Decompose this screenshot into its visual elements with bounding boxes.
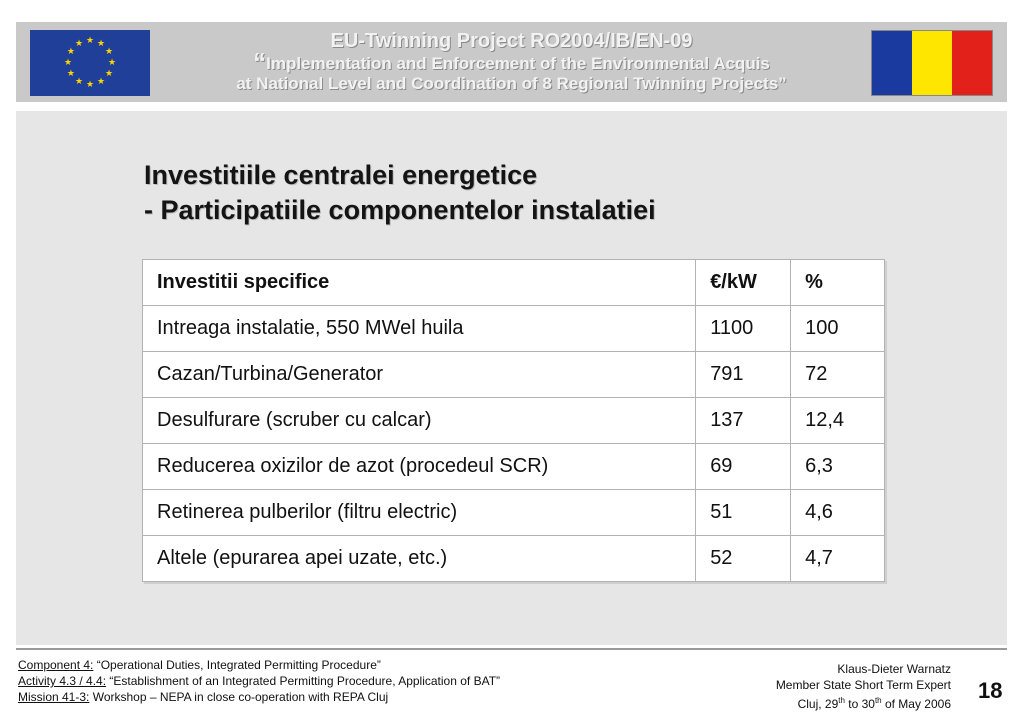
flag-stripe-blue (872, 31, 912, 95)
cell-eur-per-kw: 52 (695, 535, 792, 582)
component-label: Component 4: (18, 658, 94, 672)
eu-star-icon: ★ (66, 46, 75, 56)
cell-percent: 4,7 (790, 535, 885, 582)
slide-title-line1: Investitiile centralei energetice (144, 160, 538, 190)
author-name: Klaus-Dieter Warnatz (837, 662, 951, 676)
table-row: Desulfurare (scruber cu calcar) 137 12,4 (141, 397, 885, 444)
eu-star-icon: ★ (66, 68, 75, 78)
eu-star-icon: ★ (105, 46, 114, 56)
activity-text: “Establishment of an Integrated Permitti… (106, 674, 501, 688)
table-row: Intreaga instalatie, 550 MWel huila 1100… (141, 305, 885, 352)
eu-star-icon: ★ (85, 35, 95, 45)
cell-percent: 100 (790, 305, 885, 352)
header-text: EU-Twinning Project RO2004/IB/EN-09 “Imp… (166, 30, 857, 94)
eu-star-icon: ★ (63, 57, 73, 67)
cell-percent: 6,3 (790, 443, 885, 490)
eu-star-icon: ★ (107, 57, 117, 67)
date-suffix: of May 2006 (881, 697, 951, 711)
footer-author-info: Klaus-Dieter Warnatz Member State Short … (776, 661, 951, 712)
mission-text: Workshop – NEPA in close co-operation wi… (89, 690, 389, 704)
project-title: EU-Twinning Project RO2004/IB/EN-09 (330, 30, 693, 52)
eu-star-icon: ★ (96, 76, 106, 87)
component-text: “Operational Duties, Integrated Permitti… (93, 658, 381, 672)
slide-title-line2: - Participatiile componentelor instalati… (144, 195, 656, 225)
author-role: Member State Short Term Expert (775, 678, 951, 692)
activity-label: Activity 4.3 / 4.4: (18, 674, 107, 688)
header-investitii: Investitii specifice (141, 259, 697, 306)
date-mid: to 30 (844, 697, 875, 711)
date-sup-2: th (874, 696, 882, 705)
project-subtitle-line1: “Implementation and Enforcement of the E… (166, 49, 857, 75)
slide-content: Investitiile centralei energetice - Part… (16, 111, 1007, 645)
cell-percent: 4,6 (790, 489, 885, 536)
header-eur-per-kw: €/kW (695, 259, 792, 306)
eu-star-icon: ★ (105, 68, 114, 78)
cell-eur-per-kw: 51 (695, 489, 792, 536)
cell-component: Cazan/Turbina/Generator (141, 351, 697, 398)
cell-component: Desulfurare (scruber cu calcar) (141, 397, 697, 444)
page-number: 18 (978, 678, 1003, 703)
eu-star-icon: ★ (96, 37, 106, 48)
cell-component: Reducerea oxizilor de azot (procedeul SC… (141, 443, 697, 490)
table-header-row: Investitii specifice €/kW % (141, 259, 885, 306)
cell-eur-per-kw: 1100 (695, 305, 792, 352)
table-row: Altele (epurarea apei uzate, etc.) 52 4,… (141, 535, 885, 582)
eu-flag-icon: ★ ★ ★ ★ ★ ★ ★ ★ ★ ★ ★ ★ (30, 30, 150, 96)
eu-star-icon: ★ (85, 79, 95, 89)
cell-component: Intreaga instalatie, 550 MWel huila (141, 305, 697, 352)
cell-eur-per-kw: 69 (695, 443, 792, 490)
subtitle-line1-text: Implementation and Enforcement of the En… (266, 54, 770, 73)
romania-flag-icon (871, 30, 993, 96)
investment-table: Investitii specifice €/kW % Intreaga ins… (141, 259, 885, 582)
table-row: Reducerea oxizilor de azot (procedeul SC… (141, 443, 885, 490)
flag-stripe-red (952, 31, 992, 95)
open-quote: “ (253, 47, 267, 77)
project-subtitle-line2: at National Level and Coordination of 8 … (236, 74, 787, 93)
flag-stripe-yellow (912, 31, 952, 95)
footer-activity-line: Activity 4.3 / 4.4: “Establishment of an… (18, 673, 500, 689)
date-sup-1: th (838, 696, 845, 705)
eu-star-icon: ★ (74, 37, 84, 48)
event-date: Cluj, 29th to 30th of May 2006 (776, 693, 951, 712)
table-row: Retinerea pulberilor (filtru electric) 5… (141, 489, 885, 536)
eu-star-icon: ★ (74, 76, 84, 87)
footer-divider (16, 648, 1007, 650)
cell-component: Altele (epurarea apei uzate, etc.) (141, 535, 697, 582)
mission-label: Mission 41-3: (18, 690, 90, 704)
header-banner: ★ ★ ★ ★ ★ ★ ★ ★ ★ ★ ★ ★ EU-Twinning Project RO2004/… (16, 22, 1007, 102)
slide-title: Investitiile centralei energetice - Part… (144, 158, 656, 228)
cell-component: Retinerea pulberilor (filtru electric) (141, 489, 697, 536)
cell-percent: 72 (790, 351, 885, 398)
footer-component-line: Component 4: “Operational Duties, Integr… (18, 657, 500, 673)
cell-eur-per-kw: 791 (695, 351, 792, 398)
date-prefix: Cluj, 29 (797, 697, 839, 711)
table-row: Cazan/Turbina/Generator 791 72 (141, 351, 885, 398)
cell-percent: 12,4 (790, 397, 885, 444)
cell-eur-per-kw: 137 (695, 397, 792, 444)
header-percent: % (790, 259, 885, 306)
footer-mission-line: Mission 41-3: Workshop – NEPA in close c… (18, 689, 500, 705)
footer-project-info: Component 4: “Operational Duties, Integr… (18, 657, 500, 705)
